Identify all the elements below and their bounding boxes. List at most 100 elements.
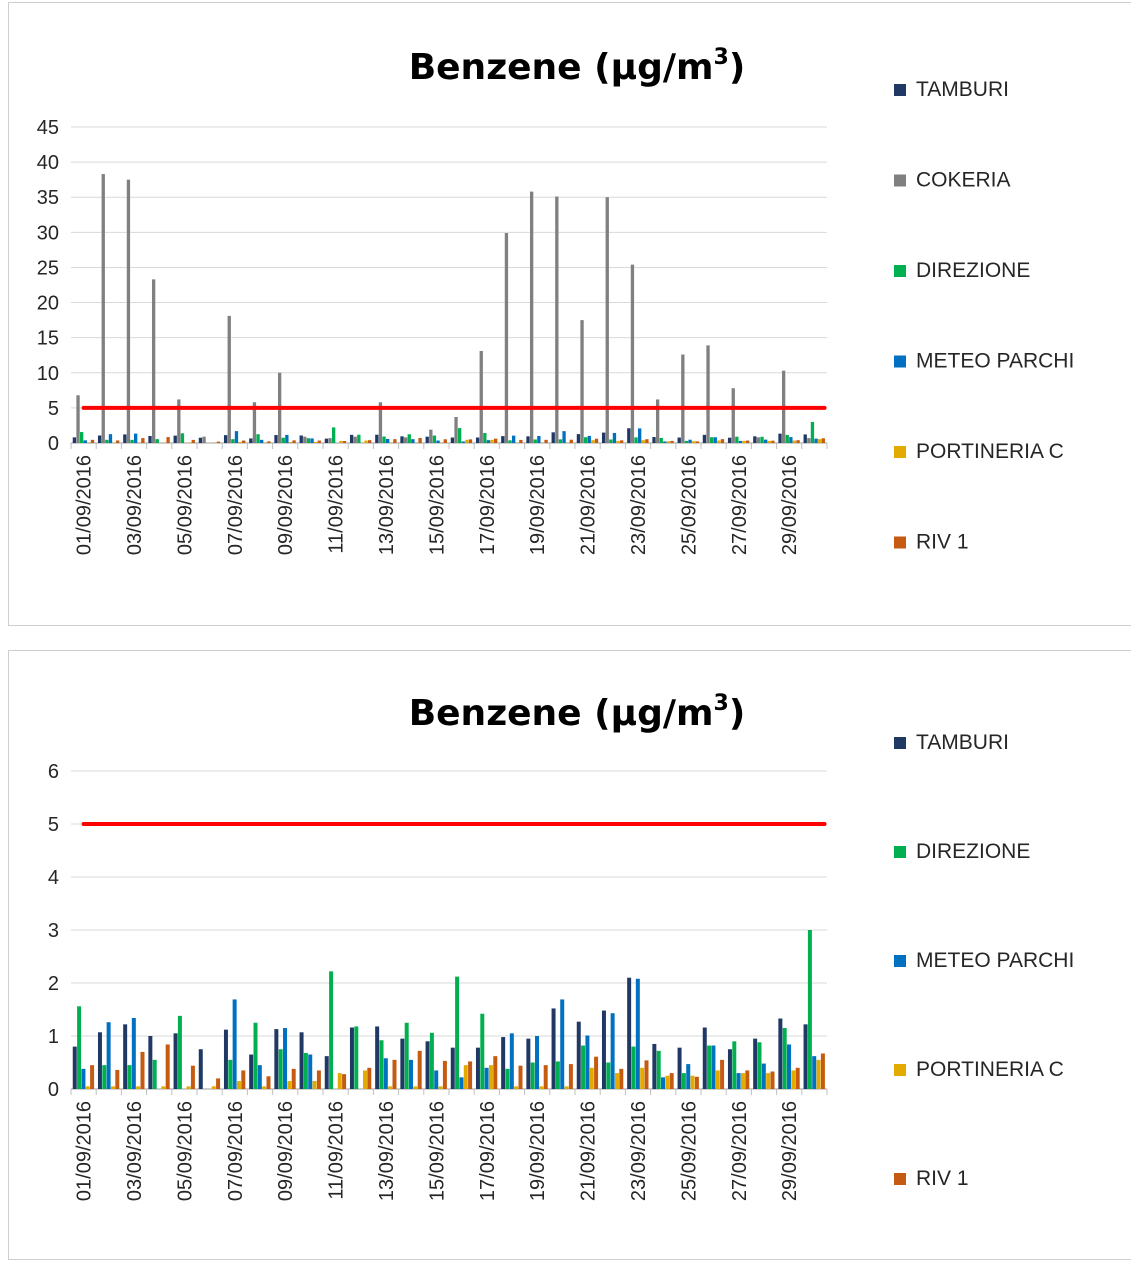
- bar-cokeria: [555, 196, 559, 443]
- bar-meteo-parchi: [81, 1068, 86, 1089]
- bar-tamburi: [97, 1032, 102, 1089]
- x-tick-label: 13/09/2016: [376, 1101, 398, 1201]
- bar-tamburi: [677, 437, 681, 443]
- bar-riv-1: [796, 440, 800, 443]
- bar-riv-1: [669, 1073, 674, 1089]
- bar-tamburi: [249, 1054, 254, 1089]
- bar-tamburi: [501, 1037, 506, 1089]
- bar-tamburi: [475, 437, 480, 443]
- bar-tamburi: [727, 1049, 732, 1089]
- bar-portineria-c: [186, 1086, 191, 1089]
- y-tick-label: 4: [48, 867, 59, 889]
- bar-riv-1: [241, 1070, 246, 1089]
- bar-meteo-parchi: [234, 431, 239, 443]
- bar-cokeria: [353, 436, 357, 443]
- bar-riv-1: [821, 438, 825, 443]
- bar-meteo-parchi: [635, 978, 640, 1089]
- bar-riv-1: [443, 439, 447, 443]
- bar-direzione: [810, 421, 815, 443]
- bar-meteo-parchi: [814, 438, 818, 443]
- bar-riv-1: [417, 1050, 422, 1089]
- bar-direzione: [760, 436, 764, 443]
- bar-meteo-parchi: [713, 437, 717, 443]
- bar-direzione: [480, 1013, 485, 1089]
- bar-tamburi: [72, 437, 77, 443]
- chart-panel-2: Benzene (μg/m3) 0 1 2 3 4 5 6 01/09/2016 03/09/20…: [8, 650, 1131, 1260]
- bar-portineria-c: [339, 440, 343, 443]
- bar-portineria-c: [690, 1075, 695, 1089]
- bar-direzione: [256, 434, 260, 443]
- bar-riv-1: [644, 1060, 649, 1089]
- y-tick-label: 0: [48, 1079, 59, 1101]
- bar-direzione: [127, 1065, 132, 1089]
- legend-swatch-tamburi: [894, 737, 906, 749]
- bar-riv-1: [519, 439, 523, 443]
- bar-cokeria: [479, 351, 483, 443]
- bar-riv-1: [291, 1068, 296, 1089]
- bar-cokeria: [378, 402, 383, 443]
- y-tick-label: 1: [48, 1026, 59, 1048]
- x-tick-label: 15/09/2016: [426, 1101, 448, 1201]
- bar-cokeria: [202, 436, 206, 443]
- x-tick-label: 17/09/2016: [477, 455, 499, 555]
- bar-meteo-parchi: [736, 1073, 741, 1089]
- bar-tamburi: [148, 1036, 153, 1089]
- bar-meteo-parchi: [612, 432, 617, 443]
- bar-direzione: [329, 971, 334, 1089]
- x-tick-label: 17/09/2016: [477, 1101, 499, 1201]
- bar-tamburi: [198, 1049, 203, 1089]
- y-tick-label: 3: [48, 920, 59, 942]
- x-tick-label: 23/09/2016: [628, 455, 650, 555]
- bar-meteo-parchi: [257, 1065, 262, 1089]
- bar-direzione: [331, 427, 336, 443]
- y-tick-label: 6: [48, 761, 59, 783]
- bar-meteo-parchi: [459, 1077, 464, 1089]
- bar-portineria-c: [715, 1070, 720, 1089]
- bar-direzione: [785, 434, 789, 443]
- bar-tamburi: [753, 1038, 758, 1089]
- bar-direzione: [278, 1049, 283, 1089]
- bar-riv-1: [316, 1070, 321, 1089]
- y-tick-label: 5: [48, 814, 59, 836]
- bar-riv-1: [720, 439, 725, 443]
- y-tick-label: 2: [48, 973, 59, 995]
- bar-riv-1: [392, 1059, 397, 1089]
- bar-tamburi: [223, 435, 228, 443]
- bar-portineria-c: [665, 1075, 670, 1089]
- x-tick-label: 15/09/2016: [426, 455, 448, 555]
- legend-label-meteo-parchi: METEO PARCHI: [916, 949, 1074, 972]
- bar-portineria-c: [514, 1086, 519, 1089]
- bar-portineria-c: [438, 1086, 443, 1089]
- bar-direzione: [253, 1022, 258, 1089]
- bar-portineria-c: [641, 440, 645, 443]
- bar-cokeria: [151, 279, 156, 443]
- bar-direzione: [404, 1022, 409, 1089]
- bar-portineria-c: [463, 1065, 468, 1089]
- bar-meteo-parchi: [409, 1059, 414, 1089]
- bar-meteo-parchi: [131, 1017, 136, 1089]
- bar-direzione: [782, 1028, 787, 1089]
- chart-2: Benzene (μg/m3) 0 1 2 3 4 5 6 01/09/2016 03/09/20…: [48, 691, 1074, 1201]
- x-tick-label: 21/09/2016: [578, 1101, 600, 1201]
- bar-tamburi: [299, 435, 303, 443]
- bar-portineria-c: [614, 1073, 619, 1089]
- legend-label-portineria-c: PORTINERIA C: [916, 1058, 1064, 1081]
- bar-tamburi: [249, 438, 253, 443]
- bar-riv-1: [115, 1069, 120, 1089]
- bar-portineria-c: [161, 1086, 166, 1089]
- bar-riv-1: [266, 1076, 271, 1089]
- bar-riv-1: [594, 1056, 599, 1089]
- bar-tamburi: [123, 1024, 128, 1089]
- bar-portineria-c: [564, 1086, 569, 1089]
- bar-tamburi: [526, 436, 530, 443]
- bar-direzione: [634, 437, 638, 443]
- bar-direzione: [659, 437, 663, 443]
- chart-title: Benzene (μg/m3): [409, 45, 746, 88]
- bar-direzione: [228, 1059, 233, 1089]
- bar-riv-1: [493, 1056, 498, 1089]
- legend-swatch-riv-1: [894, 536, 906, 549]
- bar-riv-1: [594, 438, 599, 443]
- bar-cokeria: [454, 417, 458, 443]
- bar-meteo-parchi: [83, 440, 87, 443]
- y-tick-label: 40: [37, 152, 59, 174]
